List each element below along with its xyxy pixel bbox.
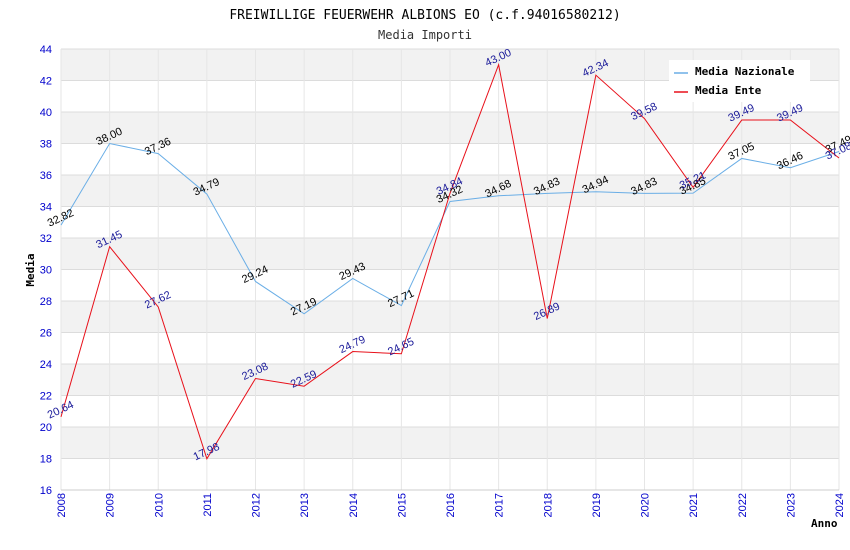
y-tick-label: 28 (40, 296, 52, 308)
legend-label-nazionale: Media Nazionale (695, 65, 795, 78)
x-axis-ticks: 2008 2009 2010 2011 2012 2013 2014 2015 2016 2017… (56, 493, 846, 517)
x-tick-label: 2024 (834, 493, 846, 517)
y-tick-label: 18 (40, 454, 52, 466)
y-tick-label: 42 (40, 76, 52, 88)
legend-box (669, 60, 810, 102)
y-tick-label: 36 (40, 170, 52, 182)
y-tick-label: 34 (40, 202, 52, 214)
legend: Media Nazionale Media Ente (669, 60, 810, 102)
x-tick-label: 2010 (153, 493, 165, 517)
y-tick-label: 44 (40, 44, 52, 56)
x-tick-label: 2020 (640, 493, 652, 517)
legend-label-ente: Media Ente (695, 84, 762, 97)
y-axis-ticks: 16 18 20 22 24 26 28 30 32 34 36 38 40 42 44 (40, 44, 52, 497)
x-tick-label: 2018 (542, 493, 554, 517)
series-line-0 (60, 142, 840, 315)
x-tick-label: 2009 (105, 493, 117, 517)
y-tick-label: 20 (40, 422, 52, 434)
x-tick-label: 2017 (494, 493, 506, 517)
chart-title: FREIWILLIGE FEUERWEHR ALBIONS EO (c.f.94… (229, 8, 620, 23)
y-tick-label: 38 (40, 139, 52, 151)
x-tick-label: 2021 (688, 493, 700, 517)
x-tick-label: 2016 (445, 493, 457, 517)
x-tick-label: 2023 (785, 493, 797, 517)
x-axis-label: Anno (811, 517, 838, 530)
x-tick-label: 2022 (737, 493, 749, 517)
x-tick-label: 2011 (202, 493, 214, 517)
x-tick-label: 2013 (299, 493, 311, 517)
x-tick-label: 2019 (591, 493, 603, 517)
y-tick-label: 22 (40, 391, 52, 403)
y-tick-label: 40 (40, 107, 52, 119)
x-tick-label: 2008 (56, 493, 68, 517)
series-layer (60, 62, 840, 461)
y-tick-label: 30 (40, 265, 52, 277)
chart-subtitle: Media Importi (378, 28, 472, 42)
x-tick-label: 2012 (251, 493, 263, 517)
y-tick-label: 26 (40, 328, 52, 340)
y-axis-label: Media (24, 253, 37, 286)
y-tick-label: 16 (40, 485, 52, 497)
y-tick-label: 32 (40, 233, 52, 245)
series-line-1 (60, 62, 840, 461)
x-tick-label: 2015 (396, 493, 408, 517)
plot-background (60, 48, 840, 491)
y-tick-label: 24 (40, 359, 52, 371)
x-tick-label: 2014 (348, 493, 360, 517)
